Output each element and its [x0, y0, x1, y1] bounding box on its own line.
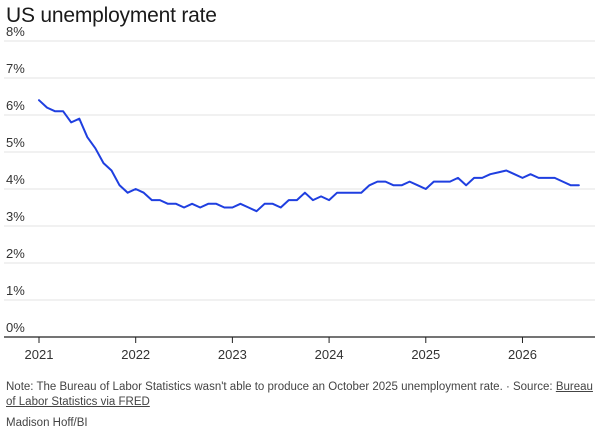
data-point	[288, 200, 289, 201]
data-point	[71, 122, 72, 123]
data-point	[127, 192, 128, 193]
data-point	[345, 192, 346, 193]
y-tick-label: 8%	[6, 24, 25, 39]
data-point	[522, 177, 523, 178]
data-point	[369, 185, 370, 186]
data-point	[562, 181, 563, 182]
x-tick-label: 2024	[315, 347, 344, 362]
data-point	[578, 185, 579, 186]
y-tick-label: 1%	[6, 283, 25, 298]
data-point	[248, 207, 249, 208]
data-point	[570, 185, 571, 186]
data-point	[337, 192, 338, 193]
source-link[interactable]: Bureau of Labor Statistics via FRED	[6, 381, 593, 408]
data-point	[482, 177, 483, 178]
data-point	[441, 181, 442, 182]
chart-credit: Madison Hoff/BI	[6, 417, 88, 429]
data-point	[167, 203, 168, 204]
data-point	[183, 207, 184, 208]
data-point	[449, 181, 450, 182]
y-axis-ticks: 0% 1% 2% 3% 4% 5% 6% 7% 8%	[6, 24, 25, 335]
data-point	[466, 185, 467, 186]
data-point	[87, 137, 88, 138]
x-tick-label: 2023	[218, 347, 247, 362]
data-point	[417, 185, 418, 186]
x-axis-ticks: 2021 2022 2023 2024 2025 2026	[25, 337, 537, 362]
x-tick-label: 2021	[25, 347, 54, 362]
data-point	[312, 200, 313, 201]
series-layer	[38, 99, 580, 213]
data-point	[385, 181, 386, 182]
data-point	[514, 174, 515, 175]
y-tick-label: 2%	[6, 246, 25, 261]
data-point	[208, 203, 209, 204]
data-point	[296, 200, 297, 201]
data-point	[280, 207, 281, 208]
data-point	[425, 188, 426, 189]
data-point	[224, 207, 225, 208]
y-tick-label: 0%	[6, 320, 25, 335]
data-point	[159, 200, 160, 201]
data-point	[38, 100, 39, 101]
data-point	[490, 174, 491, 175]
data-point	[151, 200, 152, 201]
data-point	[546, 177, 547, 178]
data-point	[554, 177, 555, 178]
data-point	[143, 192, 144, 193]
data-point	[498, 172, 499, 173]
data-point	[79, 118, 80, 119]
data-point	[95, 148, 96, 149]
y-tick-label: 4%	[6, 172, 25, 187]
data-point	[216, 203, 217, 204]
data-point	[256, 211, 257, 212]
y-tick-label: 3%	[6, 209, 25, 224]
grid-lines	[4, 40, 595, 338]
data-point	[272, 203, 273, 204]
data-point	[409, 181, 410, 182]
data-point	[119, 185, 120, 186]
data-point	[433, 181, 434, 182]
data-point	[264, 203, 265, 204]
data-point	[46, 107, 47, 108]
data-point	[328, 200, 329, 201]
data-point	[63, 111, 64, 112]
data-point	[506, 170, 507, 171]
x-tick-label: 2026	[508, 347, 537, 362]
unemployment-line-chart: 0%1%2%3%4%5%6%7%8% 2021 2022 2023 2024 2025 2…	[4, 24, 595, 362]
note-text: Note: The Bureau of Labor Statistics was…	[6, 381, 553, 393]
chart-title: US unemployment rate	[6, 4, 217, 27]
x-tick-label: 2022	[121, 347, 150, 362]
unemployment-series-line	[38, 99, 580, 213]
data-point	[530, 174, 531, 175]
data-point	[240, 203, 241, 204]
x-tick-label: 2025	[411, 347, 440, 362]
data-point	[111, 170, 112, 171]
data-point	[377, 181, 378, 182]
data-point	[232, 207, 233, 208]
data-point	[200, 207, 201, 208]
data-point	[393, 185, 394, 186]
chart-note: Note: The Bureau of Labor Statistics was…	[6, 380, 596, 410]
data-point	[353, 192, 354, 193]
data-point	[103, 163, 104, 164]
data-point	[191, 203, 192, 204]
data-point	[474, 177, 475, 178]
y-tick-label: 7%	[6, 61, 25, 76]
data-point	[175, 203, 176, 204]
data-point	[401, 185, 402, 186]
data-point	[135, 188, 136, 189]
data-point	[361, 192, 362, 193]
y-tick-label: 6%	[6, 98, 25, 113]
data-point	[320, 196, 321, 197]
data-point	[55, 111, 56, 112]
data-point	[457, 177, 458, 178]
data-point	[304, 192, 305, 193]
data-point	[538, 177, 539, 178]
y-tick-label: 5%	[6, 135, 25, 150]
